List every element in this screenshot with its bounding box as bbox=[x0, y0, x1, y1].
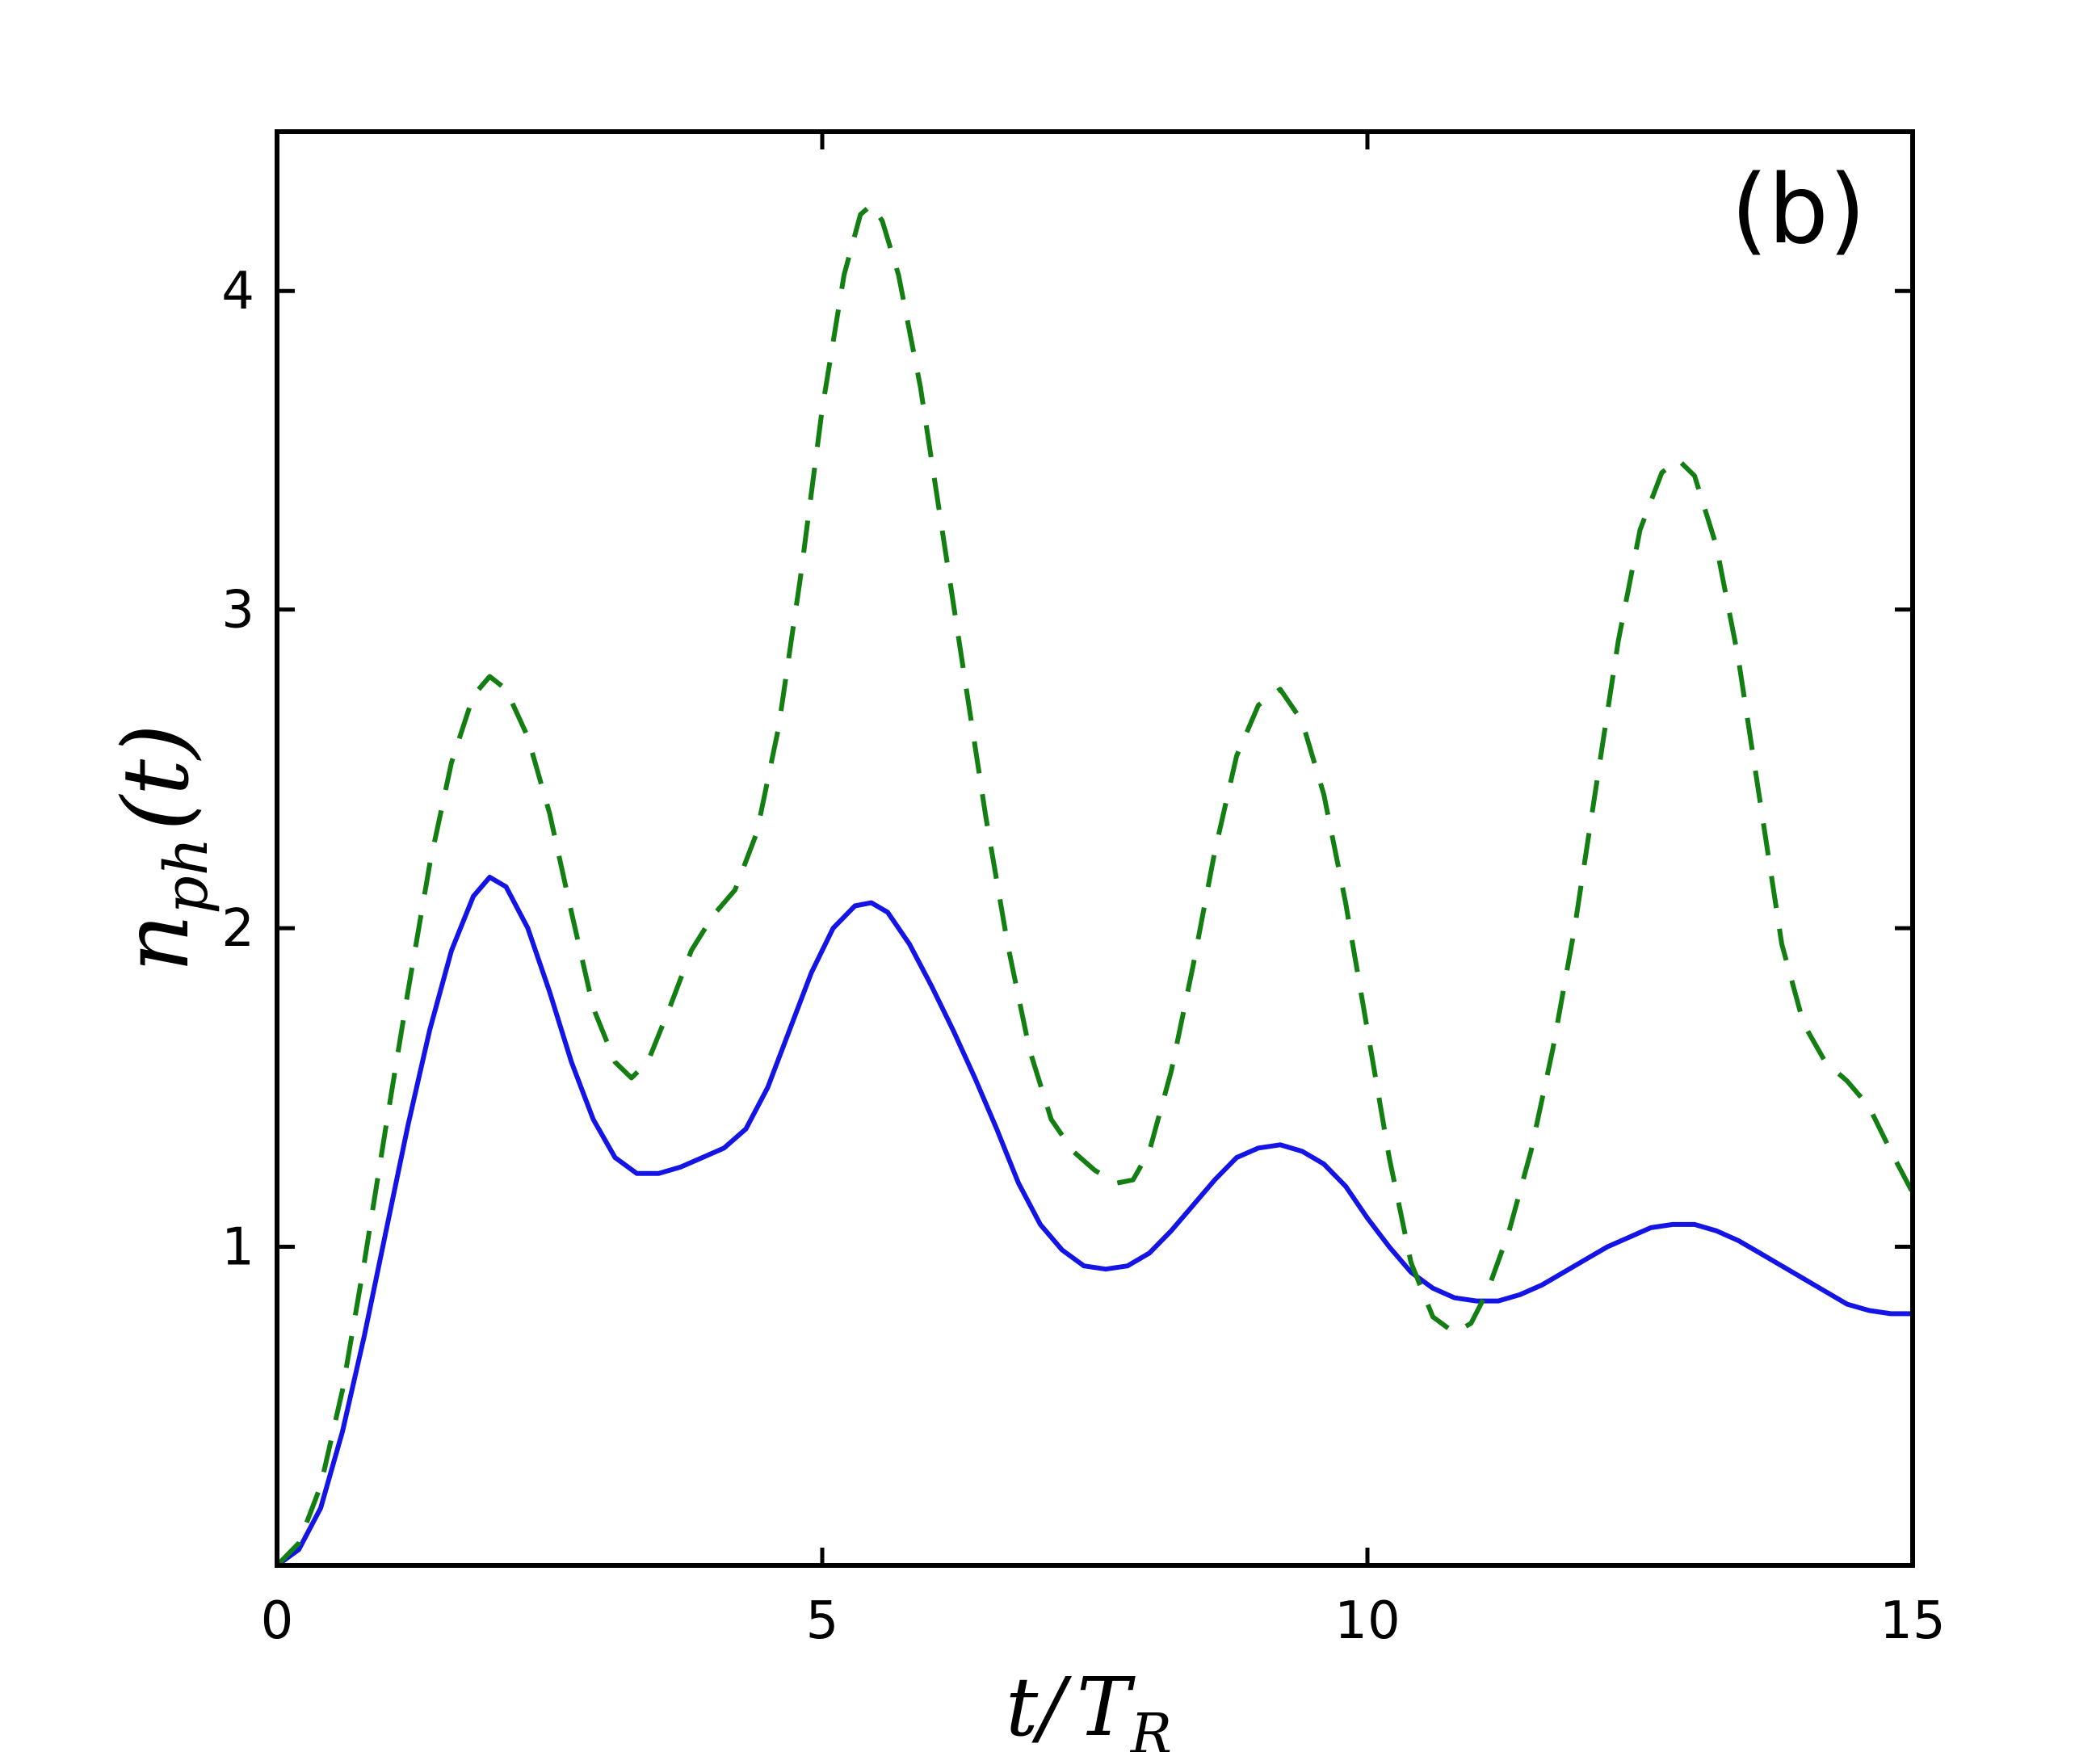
y-axis-label-symbol: n bbox=[104, 914, 209, 973]
x-tick-label-2: 10 bbox=[1334, 1591, 1400, 1651]
y-tick-label-0: 1 bbox=[221, 1218, 254, 1278]
x-axis-label: t/TR bbox=[1006, 1660, 1172, 1752]
x-axis-label-main: t/ bbox=[1006, 1660, 1072, 1752]
y-axis-label-argument: (t) bbox=[104, 724, 209, 830]
y-tick-label-1: 2 bbox=[221, 899, 254, 959]
x-tick-label-3: 15 bbox=[1880, 1591, 1945, 1651]
x-tick-label-0: 0 bbox=[261, 1591, 294, 1651]
x-axis-label-symbol: T bbox=[1077, 1660, 1136, 1752]
series-line-solid bbox=[275, 875, 1913, 1568]
y-tick-label-2: 3 bbox=[221, 581, 254, 641]
series-line-dashed bbox=[275, 202, 1915, 1568]
tick-layer: 0 5 10 15 1 2 3 4 bbox=[221, 132, 1946, 1651]
plot-frame bbox=[275, 129, 1915, 1568]
x-tick-label-1: 5 bbox=[806, 1591, 839, 1651]
y-tick-label-3: 4 bbox=[221, 262, 254, 321]
y-axis-label-subscript: ph bbox=[152, 838, 221, 914]
series-layer bbox=[275, 202, 1915, 1568]
panel-label: (b) bbox=[1731, 153, 1866, 265]
y-axis-label: nph (t) bbox=[104, 724, 221, 973]
x-axis-label-subscript: R bbox=[1129, 1703, 1172, 1752]
